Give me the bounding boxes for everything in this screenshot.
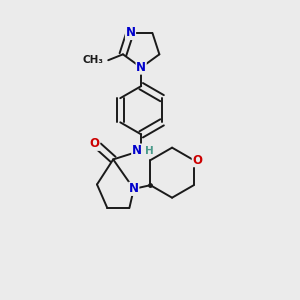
Text: CH₃: CH₃ (83, 55, 104, 65)
Text: H: H (145, 146, 154, 156)
Text: O: O (90, 137, 100, 150)
Text: O: O (192, 154, 202, 167)
Text: N: N (132, 144, 142, 157)
Text: N: N (136, 61, 146, 74)
Text: N: N (125, 26, 136, 39)
Text: N: N (129, 182, 139, 195)
